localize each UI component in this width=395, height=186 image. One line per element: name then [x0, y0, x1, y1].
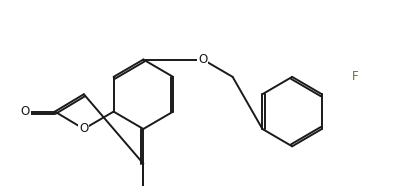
- Text: O: O: [198, 53, 207, 66]
- Text: O: O: [21, 105, 30, 118]
- Text: F: F: [352, 70, 358, 83]
- Text: O: O: [79, 122, 88, 135]
